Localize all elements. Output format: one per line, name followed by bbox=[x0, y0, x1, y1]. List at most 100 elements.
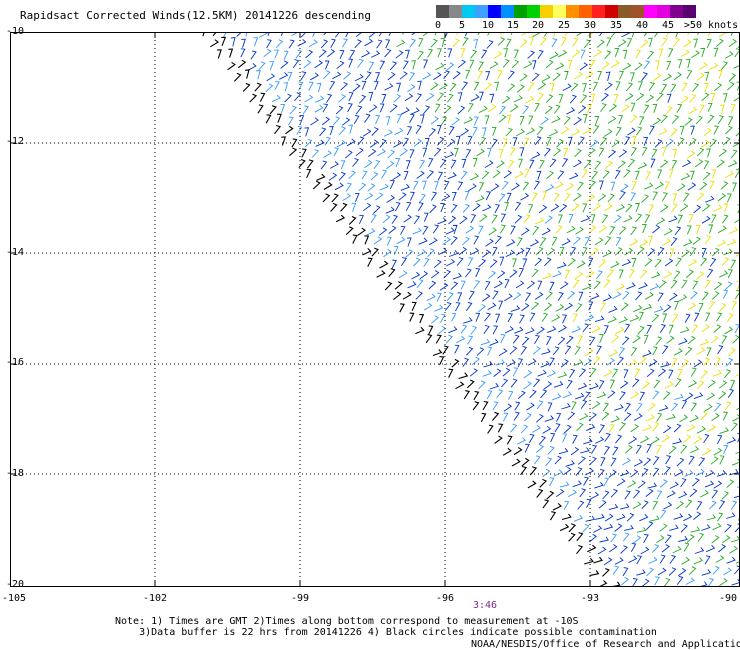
wind-barb bbox=[660, 509, 667, 519]
wind-barb bbox=[732, 334, 740, 344]
wind-barb bbox=[605, 71, 611, 82]
wind-barb bbox=[656, 217, 666, 225]
wind-barb bbox=[719, 455, 725, 465]
wind-barb bbox=[564, 32, 569, 36]
wind-barb bbox=[426, 169, 435, 179]
wind-barb bbox=[685, 499, 693, 509]
wind-barb bbox=[352, 234, 358, 244]
wind-barb bbox=[544, 415, 555, 422]
wind-barb bbox=[523, 370, 533, 379]
wind-barb bbox=[601, 61, 610, 70]
wind-barb bbox=[444, 151, 454, 159]
wind-barb bbox=[419, 159, 426, 169]
wind-barb bbox=[701, 139, 710, 148]
wind-barb bbox=[643, 457, 652, 467]
wind-barb bbox=[552, 72, 561, 81]
wind-barb bbox=[677, 137, 685, 147]
wind-barb bbox=[659, 479, 668, 488]
wind-barb bbox=[505, 249, 515, 258]
wind-barb bbox=[681, 399, 688, 410]
wind-barb bbox=[444, 301, 452, 311]
wind-barb bbox=[539, 36, 547, 46]
wind-barb bbox=[520, 424, 529, 434]
wind-barb bbox=[648, 358, 658, 367]
wind-barb bbox=[324, 60, 330, 70]
wind-barb bbox=[440, 203, 445, 213]
wind-barb bbox=[647, 50, 655, 60]
wind-barb bbox=[598, 259, 607, 268]
wind-barb bbox=[678, 338, 688, 345]
wind-barb bbox=[681, 249, 690, 258]
wind-barb bbox=[596, 270, 603, 280]
wind-barb bbox=[281, 136, 287, 146]
wind-barb bbox=[626, 282, 636, 290]
wind-barb bbox=[554, 455, 562, 465]
wind-barb bbox=[641, 146, 648, 156]
wind-barb bbox=[529, 159, 535, 169]
wind-barb bbox=[534, 136, 542, 146]
wind-barb bbox=[688, 258, 698, 267]
wind-barb bbox=[723, 203, 729, 213]
wind-barb bbox=[393, 291, 402, 301]
wind-barb bbox=[669, 481, 679, 489]
wind-barb bbox=[630, 469, 639, 478]
wind-barb bbox=[618, 269, 624, 279]
wind-barb bbox=[596, 345, 602, 355]
wind-barb bbox=[323, 70, 331, 80]
wind-barb bbox=[720, 181, 729, 190]
wind-barb bbox=[659, 324, 666, 334]
wind-barb bbox=[582, 283, 592, 291]
wind-barb bbox=[546, 136, 552, 146]
wind-barb bbox=[713, 324, 722, 333]
wind-barb bbox=[463, 116, 473, 124]
legend-swatch bbox=[592, 5, 605, 18]
wind-barb bbox=[486, 39, 494, 49]
wind-barb bbox=[622, 532, 630, 542]
wind-barb bbox=[552, 502, 562, 511]
wind-barb bbox=[502, 58, 510, 68]
wind-barb bbox=[292, 59, 300, 69]
wind-barb bbox=[618, 347, 626, 356]
wind-barb bbox=[557, 371, 568, 379]
wind-barb bbox=[405, 49, 410, 59]
wind-barb bbox=[563, 116, 571, 125]
wind-barb bbox=[713, 125, 719, 135]
wind-barb bbox=[384, 48, 392, 58]
wind-barb bbox=[541, 348, 551, 355]
wind-barb bbox=[331, 193, 339, 203]
wind-barb bbox=[716, 159, 725, 168]
wind-barb bbox=[724, 369, 731, 379]
wind-barb bbox=[680, 95, 689, 104]
wind-barb bbox=[621, 259, 632, 267]
wind-barb bbox=[660, 114, 668, 124]
x-axis-label: -105 bbox=[1, 593, 27, 604]
wind-barb bbox=[694, 312, 700, 322]
wind-barb bbox=[305, 49, 314, 59]
wind-barb bbox=[633, 459, 643, 467]
wind-barb bbox=[527, 50, 535, 59]
wind-barb bbox=[583, 437, 593, 445]
wind-barb bbox=[636, 402, 643, 412]
wind-barb bbox=[497, 423, 504, 433]
wind-barb bbox=[584, 348, 594, 357]
wind-barb bbox=[696, 425, 706, 434]
wind-barb bbox=[368, 61, 375, 71]
wind-barb bbox=[531, 192, 538, 202]
wind-barb bbox=[409, 113, 415, 123]
wind-barb bbox=[443, 269, 451, 279]
wind-barb bbox=[417, 248, 427, 257]
wind-barb bbox=[669, 248, 675, 258]
wind-barb bbox=[494, 81, 500, 91]
wind-barb bbox=[385, 116, 391, 126]
legend-swatch bbox=[670, 5, 683, 18]
wind-barb bbox=[521, 336, 530, 346]
wind-barb bbox=[437, 48, 442, 58]
wind-barb bbox=[352, 83, 361, 92]
wind-barb bbox=[450, 236, 458, 246]
wind-barb bbox=[573, 192, 582, 202]
wind-barb bbox=[629, 114, 638, 124]
wind-barb bbox=[485, 238, 494, 247]
wind-barb bbox=[546, 247, 556, 256]
wind-barb bbox=[561, 402, 571, 410]
wind-barb bbox=[482, 400, 489, 411]
